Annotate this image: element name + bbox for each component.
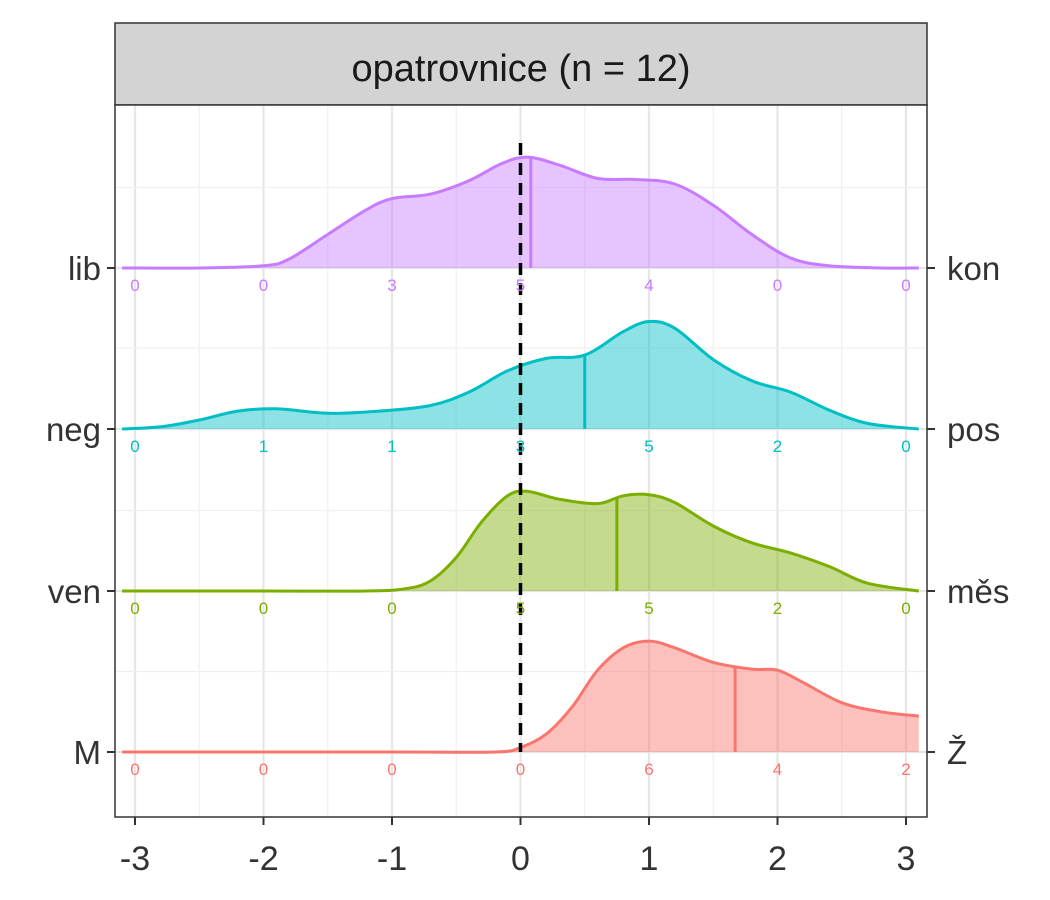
ridge-outline <box>122 489 920 593</box>
count-label: 2 <box>773 437 782 456</box>
count-label: 0 <box>130 760 139 779</box>
y-label-left: lib <box>68 250 101 287</box>
ridge-neg <box>122 319 919 431</box>
count-label: 2 <box>773 599 782 618</box>
count-label: 0 <box>259 599 268 618</box>
x-tick-label: 2 <box>768 840 787 878</box>
ridge-ven <box>122 489 920 593</box>
count-label: 1 <box>259 437 268 456</box>
count-label: 0 <box>259 276 268 295</box>
y-label-left: M <box>74 734 102 771</box>
y-axis-left: lib neg ven M <box>46 250 115 771</box>
count-label: 1 <box>387 437 396 456</box>
ridge-fill <box>122 321 919 429</box>
count-label: 0 <box>901 599 910 618</box>
ridge-outline <box>122 155 919 270</box>
count-label: 0 <box>901 276 910 295</box>
x-tick-label: -1 <box>377 840 407 878</box>
y-label-right: Ž <box>947 734 967 771</box>
strip-background <box>114 22 928 106</box>
ridge-outline <box>122 319 919 431</box>
y-label-left: ven <box>48 573 101 610</box>
count-label: 6 <box>644 760 653 779</box>
count-label: 0 <box>387 760 396 779</box>
count-labels: 0 0 3 5 4 0 0 0 1 1 3 5 2 0 0 0 0 5 5 2 0 0 0 0 0 6 4 2 <box>130 276 910 779</box>
ridge-M <box>122 639 919 754</box>
count-label: 3 <box>516 437 525 456</box>
count-label: 4 <box>644 276 653 295</box>
x-tick-label: 1 <box>640 840 659 878</box>
ridge-outline <box>122 639 919 754</box>
count-label: 3 <box>387 276 396 295</box>
count-label: 5 <box>644 599 653 618</box>
x-tick-label: 0 <box>511 840 530 878</box>
count-label: 5 <box>516 599 525 618</box>
count-label: 0 <box>773 276 782 295</box>
chart-title: opatrovnice (n = 12) <box>351 48 690 90</box>
count-label: 5 <box>644 437 653 456</box>
y-axis-right: kon pos měs Ž <box>927 250 1009 771</box>
y-label-left: neg <box>46 411 101 448</box>
y-label-right: pos <box>947 411 1000 448</box>
ridge-fill <box>122 641 919 753</box>
count-label: 0 <box>130 437 139 456</box>
x-tick-label: 3 <box>897 840 916 878</box>
count-label: 0 <box>130 599 139 618</box>
y-label-right: kon <box>947 250 1000 287</box>
count-label: 2 <box>901 760 910 779</box>
count-label: 0 <box>516 760 525 779</box>
count-label: 5 <box>516 276 525 295</box>
count-label: 0 <box>130 276 139 295</box>
count-label: 0 <box>901 437 910 456</box>
x-tick-label: -3 <box>120 840 150 878</box>
y-label-right: měs <box>947 573 1009 610</box>
ridge-fill <box>122 491 919 592</box>
x-axis: -3 -2 -1 0 1 2 3 <box>120 817 916 878</box>
count-label: 0 <box>259 760 268 779</box>
count-label: 0 <box>387 599 396 618</box>
count-label: 4 <box>773 760 782 779</box>
strip-header: opatrovnice (n = 12) <box>114 22 928 106</box>
x-tick-label: -2 <box>248 840 278 878</box>
